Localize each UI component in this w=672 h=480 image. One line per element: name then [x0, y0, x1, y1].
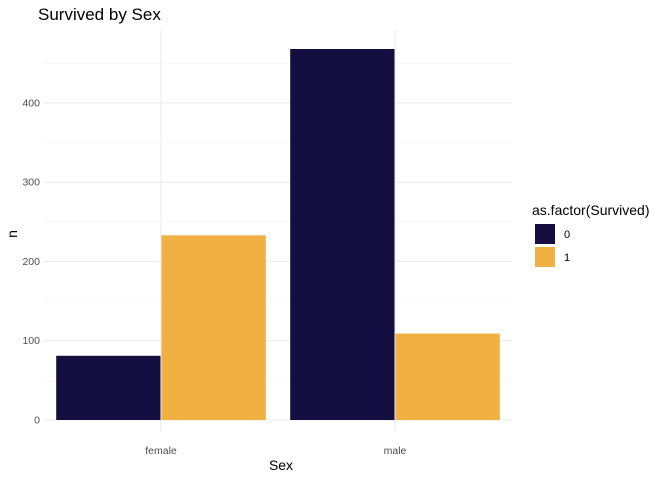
y-tick-label: 0 [34, 415, 40, 427]
legend: as.factor(Survived) 0 1 [532, 202, 649, 267]
bar-female-0 [56, 355, 161, 420]
chart-title: Survived by Sex [38, 5, 161, 24]
legend-key-1 [535, 247, 555, 267]
legend-label-1: 1 [564, 252, 570, 264]
y-axis-title: n [4, 230, 20, 238]
x-tick-labels: female male [145, 445, 406, 457]
bar-male-1 [395, 333, 500, 420]
x-axis-title: Sex [269, 457, 293, 473]
y-tick-label: 200 [22, 256, 40, 268]
bars [56, 49, 500, 420]
x-tick-label-male: male [384, 445, 407, 457]
y-tick-label: 100 [22, 335, 40, 347]
x-tick-label-female: female [145, 445, 177, 457]
legend-title: as.factor(Survived) [532, 202, 649, 218]
bar-male-0 [290, 49, 395, 420]
legend-label-0: 0 [564, 229, 570, 241]
y-tick-label: 300 [22, 177, 40, 189]
y-tick-labels: 0 100 200 300 400 [22, 97, 40, 426]
bar-female-1 [161, 235, 266, 420]
legend-key-0 [535, 224, 555, 244]
y-tick-label: 400 [22, 97, 40, 109]
